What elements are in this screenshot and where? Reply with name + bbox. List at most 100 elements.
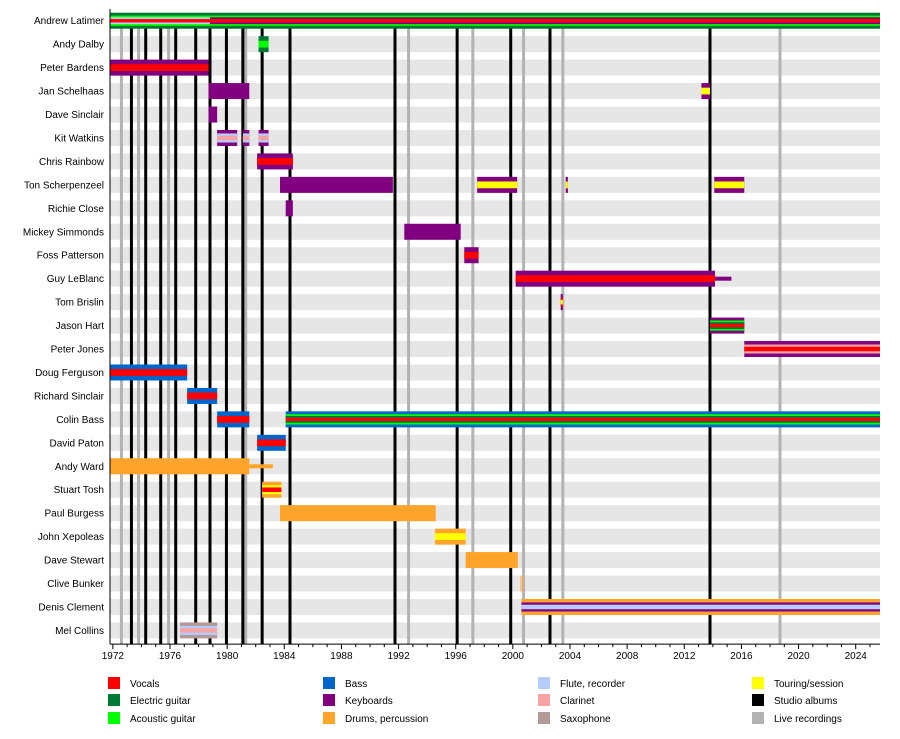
member-bar-clarinet (217, 135, 238, 141)
x-tick-label: 2024 (845, 651, 868, 662)
row-background (110, 59, 880, 76)
legend-label-acoustic_guitar: Acoustic guitar (130, 714, 196, 725)
member-bar-keyboards (285, 200, 293, 217)
member-name-label: Richard Sinclair (34, 391, 105, 402)
row-background (110, 153, 880, 170)
row-background (110, 575, 880, 592)
member-bar-vocals (710, 323, 745, 328)
row-background (110, 364, 880, 381)
member-bar-touring (560, 299, 563, 305)
member-name-label: Denis Clement (38, 602, 104, 613)
row-background (110, 458, 880, 475)
legend-label-saxophone: Saxophone (560, 714, 611, 725)
row-background (110, 223, 880, 240)
member-name-label: Ton Scherpenzeel (24, 180, 104, 191)
member-bar-drums (280, 505, 436, 522)
legend-label-drums: Drums, percussion (345, 714, 428, 725)
member-name-label: Stuart Tosh (54, 485, 104, 496)
member-bar-vocals (110, 19, 210, 23)
member-bar-vocals (210, 19, 880, 23)
member-name-label: Richie Close (48, 204, 105, 215)
legend-swatch-flute (538, 677, 550, 689)
x-tick-label: 2000 (502, 651, 525, 662)
legend-swatch-vocals (108, 677, 120, 689)
legend-swatch-studio (752, 694, 764, 706)
x-tick-label: 1996 (445, 651, 468, 662)
row-background (110, 387, 880, 404)
member-bar-drums (110, 458, 250, 475)
legend-label-bass: Bass (345, 679, 367, 690)
member-name-label: David Paton (50, 438, 104, 449)
member-name-label: Doug Ferguson (35, 368, 104, 379)
member-bar-clarinet (258, 135, 269, 141)
member-bar-touring (701, 87, 710, 95)
member-bar-clarinet (180, 628, 218, 633)
member-bar-vocals (187, 392, 218, 400)
member-name-label: Mel Collins (55, 626, 104, 637)
member-name-label: Foss Patterson (37, 251, 104, 262)
legend-swatch-drums (323, 712, 335, 724)
row-background (110, 129, 880, 146)
x-tick-label: 2008 (616, 651, 639, 662)
member-bar-drums (520, 575, 524, 592)
x-tick-label: 1976 (159, 651, 182, 662)
row-background (110, 36, 880, 53)
legend-label-electric_guitar: Electric guitar (130, 696, 191, 707)
x-tick-label: 1984 (273, 651, 296, 662)
member-bar-vocals (744, 346, 880, 352)
member-bar-flute (521, 604, 880, 610)
member-name-label: Andrew Latimer (34, 16, 105, 27)
legend-label-studio: Studio albums (774, 696, 837, 707)
legend-label-clarinet: Clarinet (560, 696, 595, 707)
member-name-label: Guy LeBlanc (47, 274, 104, 285)
member-name-label: Dave Stewart (44, 556, 104, 567)
member-name-label: Clive Bunker (47, 579, 104, 590)
legend-swatch-keyboards (323, 694, 335, 706)
row-background (110, 247, 880, 264)
member-bar-drums (465, 552, 518, 569)
x-tick-label: 1980 (216, 651, 239, 662)
x-tick-label: 1988 (330, 651, 353, 662)
row-background (110, 341, 880, 358)
member-name-label: Dave Sinclair (45, 110, 105, 121)
member-name-label: Paul Burgess (45, 509, 104, 520)
legend-swatch-clarinet (538, 694, 550, 706)
member-name-label: Peter Bardens (40, 63, 104, 74)
x-tick-label: 2012 (673, 651, 696, 662)
member-bar-vocals (515, 275, 715, 283)
member-name-label: Peter Jones (51, 345, 104, 356)
legend-label-vocals: Vocals (130, 679, 159, 690)
member-bar-vocals (110, 64, 209, 72)
member-name-label: Jason Hart (56, 321, 105, 332)
x-tick-label: 2020 (787, 651, 810, 662)
member-bar-vocals (464, 251, 479, 259)
member-bar-keyboards (404, 223, 461, 240)
member-name-label: Andy Ward (55, 462, 104, 473)
member-name-label: Andy Dalby (53, 40, 104, 51)
row-background (110, 83, 880, 100)
row-background (110, 528, 880, 545)
member-bar-acoustic_guitar (258, 40, 269, 48)
member-bar-vocals (285, 417, 880, 422)
member-bar-touring (477, 181, 518, 189)
row-background (110, 622, 880, 639)
legend-swatch-bass (323, 677, 335, 689)
x-tick-label: 1992 (387, 651, 410, 662)
legend-swatch-saxophone (538, 712, 550, 724)
legend-label-touring: Touring/session (774, 679, 843, 690)
legend-label-flute: Flute, recorder (560, 679, 626, 690)
member-bar-vocals (262, 487, 282, 492)
legend-swatch-electric_guitar (108, 694, 120, 706)
member-bar-touring (435, 533, 466, 541)
member-bar-vocals (257, 439, 286, 447)
member-bar-extension (715, 276, 732, 281)
member-bar-vocals (257, 158, 293, 165)
legend-swatch-touring (752, 677, 764, 689)
row-background (110, 200, 880, 217)
member-bar-keyboards (208, 106, 218, 123)
row-background (110, 317, 880, 334)
x-tick-label: 2016 (730, 651, 753, 662)
legend-swatch-acoustic_guitar (108, 712, 120, 724)
member-name-label: Mickey Simmonds (23, 227, 104, 238)
